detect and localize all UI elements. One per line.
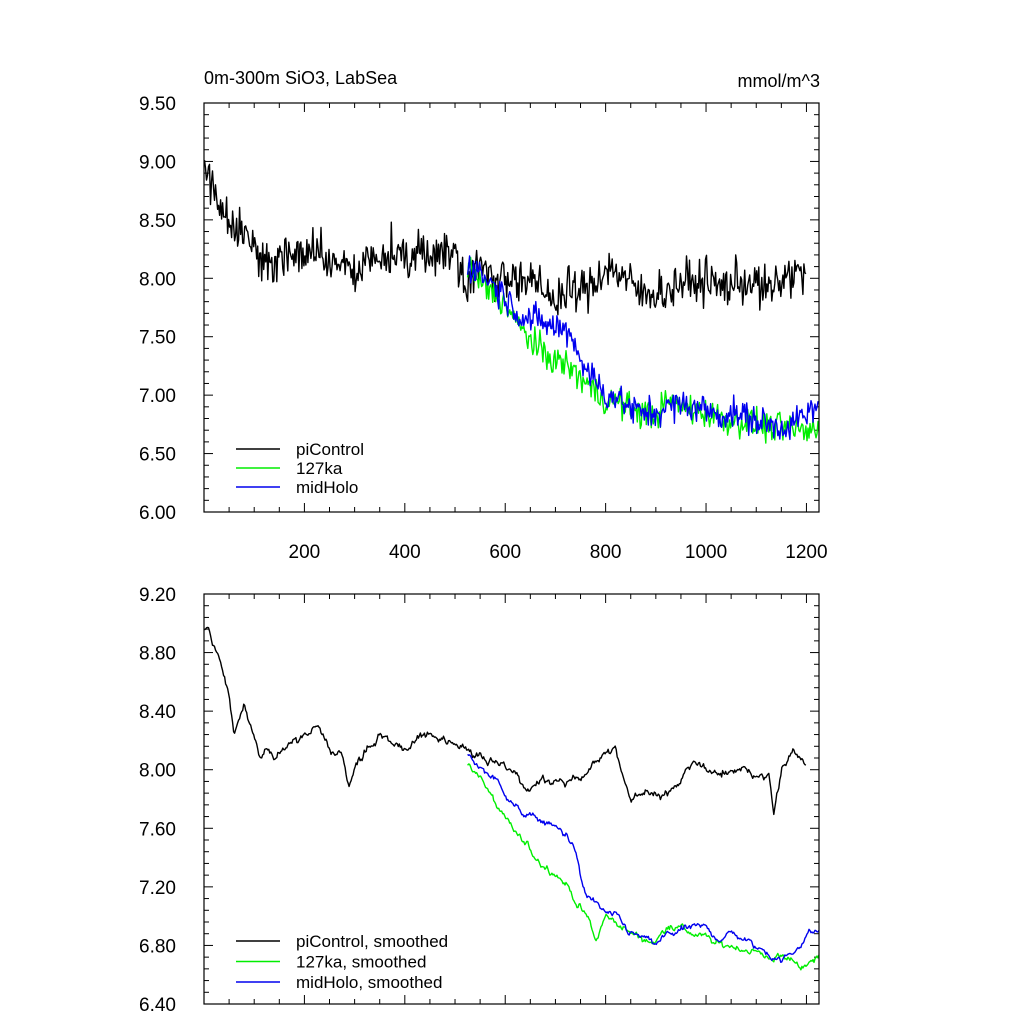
y-tick-label: 9.50 bbox=[139, 94, 176, 115]
legend-label: 127ka bbox=[296, 459, 343, 478]
bottom-tick-marks bbox=[204, 593, 819, 1005]
legend-label: 127ka, smoothed bbox=[296, 953, 426, 972]
top-panel: 0m-300m SiO3, LabSea mmol/m^3 6.00 6.50 7.… bbox=[139, 68, 828, 563]
bottom-panel: 6.40 6.80 7.20 7.60 8.00 8.40 8.80 9.20 piContr… bbox=[139, 585, 820, 1016]
top-x-tick-labels: 200 400 600 800 1000 1200 bbox=[289, 542, 828, 563]
y-tick-label: 6.00 bbox=[139, 503, 176, 524]
series-line-picontrol-smoothed bbox=[204, 626, 807, 816]
x-tick-label: 1000 bbox=[685, 542, 727, 563]
legend-label: piControl bbox=[296, 440, 364, 459]
top-y-tick-labels: 6.00 6.50 7.00 7.50 8.00 8.50 9.00 9.50 bbox=[139, 94, 176, 524]
y-tick-label: 9.00 bbox=[139, 152, 176, 173]
bottom-y-tick-labels: 6.40 6.80 7.20 7.60 8.00 8.40 8.80 9.20 bbox=[139, 585, 176, 1016]
y-tick-label: 7.00 bbox=[139, 386, 176, 407]
x-tick-label: 800 bbox=[590, 542, 622, 563]
y-tick-label: 7.50 bbox=[139, 328, 176, 349]
legend-label: midHolo, smoothed bbox=[296, 973, 442, 992]
series-line-midholo-smoothed bbox=[467, 753, 819, 963]
y-tick-label: 6.80 bbox=[139, 936, 176, 957]
bottom-legend: piControl, smoothed 127ka, smoothedmidHol… bbox=[236, 932, 448, 992]
x-tick-label: 200 bbox=[289, 542, 321, 563]
top-plot-frame bbox=[203, 102, 820, 513]
top-tick-marks bbox=[204, 102, 819, 513]
y-tick-label: 7.20 bbox=[139, 878, 176, 899]
x-tick-label: 1200 bbox=[785, 542, 827, 563]
y-tick-label: 8.40 bbox=[139, 702, 176, 723]
y-tick-label: 8.00 bbox=[139, 269, 176, 290]
bottom-series-lines bbox=[204, 626, 819, 971]
series-line-picontrol bbox=[204, 160, 807, 316]
bottom-plot-frame bbox=[203, 593, 820, 1005]
chart-title: 0m-300m SiO3, LabSea bbox=[204, 68, 398, 88]
legend-label: piControl, smoothed bbox=[296, 932, 448, 951]
y-tick-label: 8.50 bbox=[139, 211, 176, 232]
legend-label: midHolo bbox=[296, 478, 358, 497]
y-tick-label: 8.00 bbox=[139, 761, 176, 782]
y-tick-label: 6.50 bbox=[139, 445, 176, 466]
y-tick-label: 8.80 bbox=[139, 644, 176, 665]
series-line-127ka-smoothed bbox=[467, 763, 819, 971]
y-tick-label: 9.20 bbox=[139, 585, 176, 606]
x-tick-label: 600 bbox=[489, 542, 521, 563]
top-series-lines bbox=[204, 160, 819, 444]
y-tick-label: 6.40 bbox=[139, 995, 176, 1016]
series-line-midholo bbox=[466, 255, 819, 441]
y-tick-label: 7.60 bbox=[139, 819, 176, 840]
x-tick-label: 400 bbox=[389, 542, 421, 563]
chart-units: mmol/m^3 bbox=[738, 71, 820, 91]
